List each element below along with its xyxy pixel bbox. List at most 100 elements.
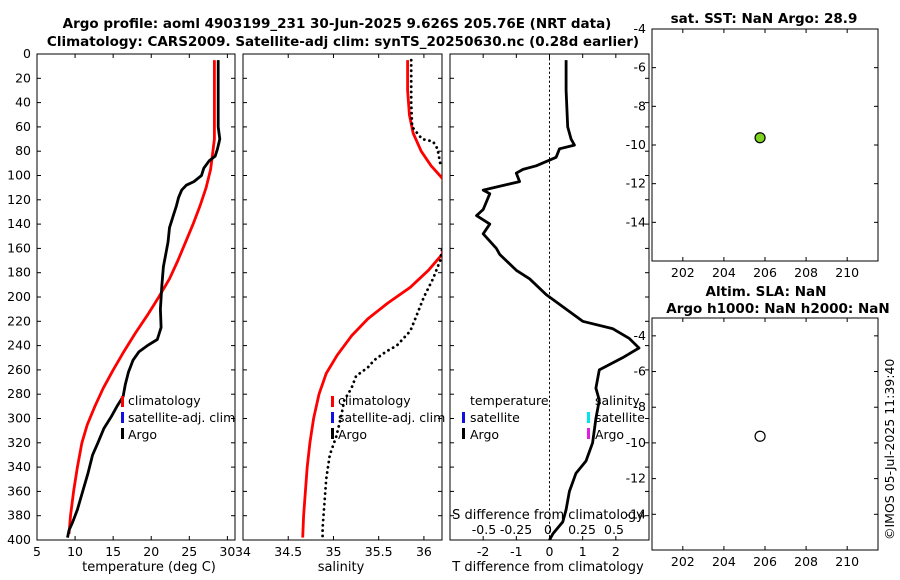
temperature-xlabel: temperature (deg C) xyxy=(82,560,216,575)
y-tick-label: -8 xyxy=(634,98,647,113)
x-tick-label: 1 xyxy=(579,544,587,559)
legend-label-s-satellite: satellite xyxy=(595,410,645,425)
x-tick-label: 206 xyxy=(753,554,777,569)
x-tick-label: 208 xyxy=(794,554,818,569)
x-tick-label: 10 xyxy=(67,544,83,559)
series-argo xyxy=(66,60,222,538)
x-tick-label: 204 xyxy=(712,554,736,569)
legend-marker-argo xyxy=(331,428,334,439)
x-tick-label: 36 xyxy=(416,544,432,559)
y-tick-label: 200 xyxy=(7,289,31,304)
axes-box xyxy=(36,53,236,541)
x-tick-label: 35 xyxy=(326,544,342,559)
y-tick-label: -14 xyxy=(626,506,646,521)
secondary-tick: -0.25 xyxy=(500,522,532,537)
x-tick-label: 35.5 xyxy=(365,544,393,559)
y-tick-label: -12 xyxy=(626,176,646,191)
secondary-tick: 0.25 xyxy=(568,522,596,537)
legend-marker-t-satellite xyxy=(462,412,465,423)
y-tick-label: -4 xyxy=(634,21,647,36)
figure-title-line1: Argo profile: aoml 4903199_231 30-Jun-20… xyxy=(63,16,612,32)
legend-marker-satellite xyxy=(331,412,334,423)
y-tick-label: 240 xyxy=(7,338,31,353)
x-tick-label: 208 xyxy=(794,265,818,280)
x-tick-label: 204 xyxy=(712,265,736,280)
x-tick-label: 5 xyxy=(33,544,41,559)
x-tick-label: 34 xyxy=(235,544,251,559)
sst-map-panel: -4 -6 -8 -10 -12 -14 202 204 206 208 210 xyxy=(626,21,879,280)
x-tick-label: 206 xyxy=(753,265,777,280)
x-tick-label: 210 xyxy=(835,265,859,280)
temperature-legend: climatology satellite-adj. clim Argo xyxy=(121,393,235,442)
figure-title-line2: Climatology: CARS2009. Satellite-adj cli… xyxy=(47,34,639,50)
x-tick-label: 0 xyxy=(546,544,554,559)
y-tick-label: 320 xyxy=(7,435,31,450)
y-tick-label: -10 xyxy=(626,137,646,152)
y-tick-label: 220 xyxy=(7,313,31,328)
legend-marker-s-argo xyxy=(587,428,590,439)
x-tick-label: 20 xyxy=(143,544,159,559)
legend-label-salinity: salinity xyxy=(595,393,640,408)
sla-map-title-line2: Argo h1000: NaN h2000: NaN xyxy=(666,301,889,317)
x-tick-label: 202 xyxy=(671,265,695,280)
x-tick-label: 15 xyxy=(105,544,121,559)
salinity-legend: climatology satellite-adj. clim Argo xyxy=(331,393,445,442)
legend-label-climatology: climatology xyxy=(128,393,201,408)
legend-label-climatology: climatology xyxy=(338,393,411,408)
series-argo xyxy=(321,58,442,539)
y-tick-label: 120 xyxy=(7,192,31,207)
sla-map-title-line1: Altim. SLA: NaN xyxy=(706,284,827,300)
y-tick-label: 360 xyxy=(7,483,31,498)
difference-legend: temperature satellite Argo salinity sate… xyxy=(462,393,645,442)
y-tick-label: 20 xyxy=(15,70,31,85)
y-tick-label: 160 xyxy=(7,240,31,255)
x-tick-label: 25 xyxy=(181,544,197,559)
timestamp: ©IMOS 05-Jul-2025 11:39:40 xyxy=(882,359,897,540)
y-tick-label: 280 xyxy=(7,386,31,401)
x-tick-label: 30 xyxy=(219,544,235,559)
legend-label-t-argo: Argo xyxy=(470,427,499,442)
y-tick-label: 260 xyxy=(7,362,31,377)
y-tick-label: 180 xyxy=(7,265,31,280)
y-tick-label: 40 xyxy=(15,95,31,110)
y-tick-label: 340 xyxy=(7,459,31,474)
y-tick-label: -6 xyxy=(634,60,647,75)
series-t-difference xyxy=(475,60,641,540)
legend-marker-s-satellite xyxy=(587,412,590,423)
legend-label-satellite: satellite-adj. clim xyxy=(338,410,445,425)
sla-map-panel: -4 -6 -8 -10 -12 -14 202 204 206 208 210 xyxy=(626,317,879,569)
legend-marker-climatology xyxy=(331,396,334,407)
series-climatology xyxy=(67,60,216,535)
legend-marker-argo xyxy=(121,428,124,439)
secondary-ticks: -0.5 -0.25 0 0.25 0.5 xyxy=(472,522,624,537)
x-tick-label: 2 xyxy=(612,544,620,559)
y-tick-label: 400 xyxy=(7,532,31,547)
legend-label-temperature: temperature xyxy=(470,393,549,408)
y-tick-label: -4 xyxy=(634,328,647,343)
y-tick-label: 100 xyxy=(7,168,31,183)
salinity-panel: 34 34.5 35 35.5 36 xyxy=(235,53,443,559)
legend-label-argo: Argo xyxy=(338,427,367,442)
x-tick-label: -2 xyxy=(477,544,489,559)
legend-label-satellite: satellite-adj. clim xyxy=(128,410,235,425)
secondary-tick: 0 xyxy=(544,522,552,537)
difference-secondary-xlabel: S difference from climatology xyxy=(452,508,644,523)
y-tick-label: 380 xyxy=(7,508,31,523)
series-climatology xyxy=(301,60,442,538)
x-tick-label: 202 xyxy=(671,554,695,569)
legend-marker-satellite xyxy=(121,412,124,423)
y-tick-label: 80 xyxy=(15,143,31,158)
legend-label-argo: Argo xyxy=(128,427,157,442)
y-tick-label: 0 xyxy=(23,46,31,61)
y-tick-label: 60 xyxy=(15,119,31,134)
y-tick-label: -8 xyxy=(634,399,647,414)
y-tick-label: -6 xyxy=(634,364,647,379)
sst-map-title: sat. SST: NaN Argo: 28.9 xyxy=(671,11,858,27)
y-tick-label: -14 xyxy=(626,214,646,229)
legend-label-s-argo: Argo xyxy=(595,427,624,442)
legend-marker-t-argo xyxy=(462,428,465,439)
difference-panel: -2 -1 0 1 2 xyxy=(449,53,650,559)
x-tick-label: 210 xyxy=(835,554,859,569)
difference-xlabel: T difference from climatology xyxy=(451,560,644,575)
